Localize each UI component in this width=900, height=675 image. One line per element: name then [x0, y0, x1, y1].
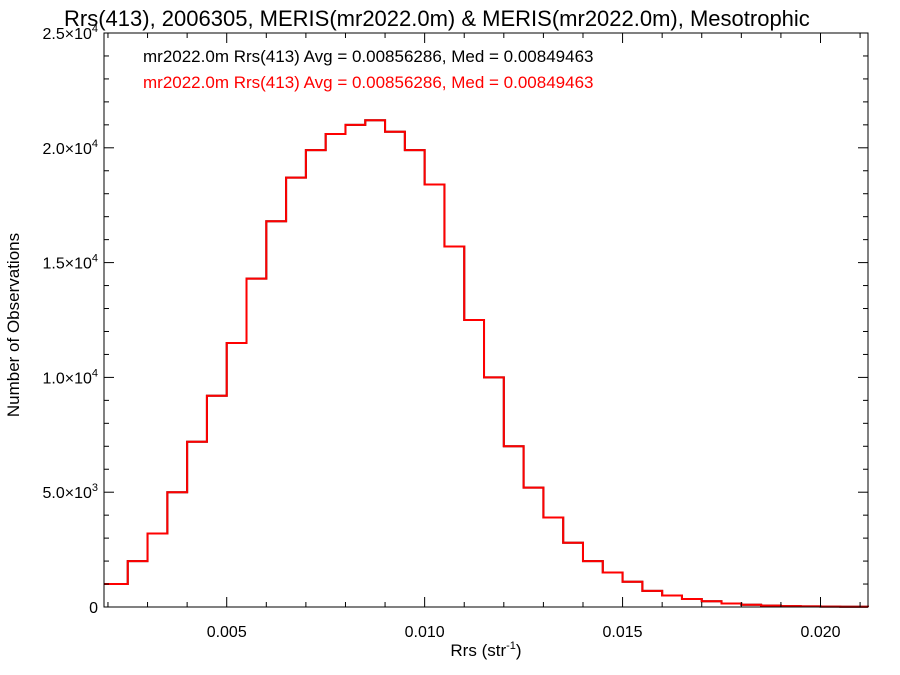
- plot-frame: [103, 32, 869, 608]
- y-tick-label: 2.0×104: [42, 138, 98, 158]
- x-axis-title-close: ): [516, 641, 522, 660]
- chart-title: Rrs(413), 2006305, MERIS(mr2022.0m) & ME…: [64, 6, 810, 31]
- x-tick-label: 0.015: [603, 624, 643, 641]
- x-tick-label: 0.010: [405, 624, 445, 641]
- histogram-series-2: [104, 119, 869, 608]
- y-tick-label-mantissa: 0: [89, 600, 98, 617]
- y-tick-label: 5.0×103: [42, 482, 98, 502]
- y-tick-label: 2.5×104: [42, 23, 98, 43]
- y-tick-label-exponent: 4: [92, 23, 98, 35]
- y-tick-label-mantissa: 2.5×10: [42, 26, 91, 43]
- y-tick-label: 0: [89, 600, 98, 617]
- y-tick-label: 1.5×104: [42, 253, 98, 273]
- legend-entry-1: mr2022.0m Rrs(413) Avg = 0.00856286, Med…: [143, 47, 594, 66]
- x-tick-label: 0.020: [800, 624, 840, 641]
- x-axis-title: Rrs (str-1): [450, 640, 521, 660]
- legend: mr2022.0m Rrs(413) Avg = 0.00856286, Med…: [143, 47, 594, 92]
- x-axis-title-main: Rrs (str: [450, 641, 506, 660]
- histogram-series-1: [104, 119, 869, 608]
- y-tick-label: 1.0×104: [42, 367, 98, 387]
- x-axis-title-exponent: -1: [506, 640, 516, 652]
- y-tick-label-exponent: 4: [92, 253, 98, 265]
- y-tick-label-exponent: 4: [92, 367, 98, 379]
- y-tick-label-mantissa: 1.0×10: [42, 370, 91, 387]
- y-tick-label-mantissa: 1.5×10: [42, 256, 91, 273]
- series-layer: [104, 119, 869, 608]
- y-tick-label-exponent: 4: [92, 138, 98, 150]
- y-tick-label-exponent: 3: [92, 482, 98, 494]
- y-tick-label-mantissa: 2.0×10: [42, 141, 91, 158]
- axes-layer: 0.005 0.010 0.015 0.02005.0×1031.0×1041.5×1…: [42, 23, 869, 641]
- x-tick-label: 0.005: [207, 624, 247, 641]
- y-axis-title: Number of Observations: [4, 233, 23, 417]
- legend-entry-2: mr2022.0m Rrs(413) Avg = 0.00856286, Med…: [143, 73, 594, 92]
- y-tick-label-mantissa: 5.0×10: [42, 485, 91, 502]
